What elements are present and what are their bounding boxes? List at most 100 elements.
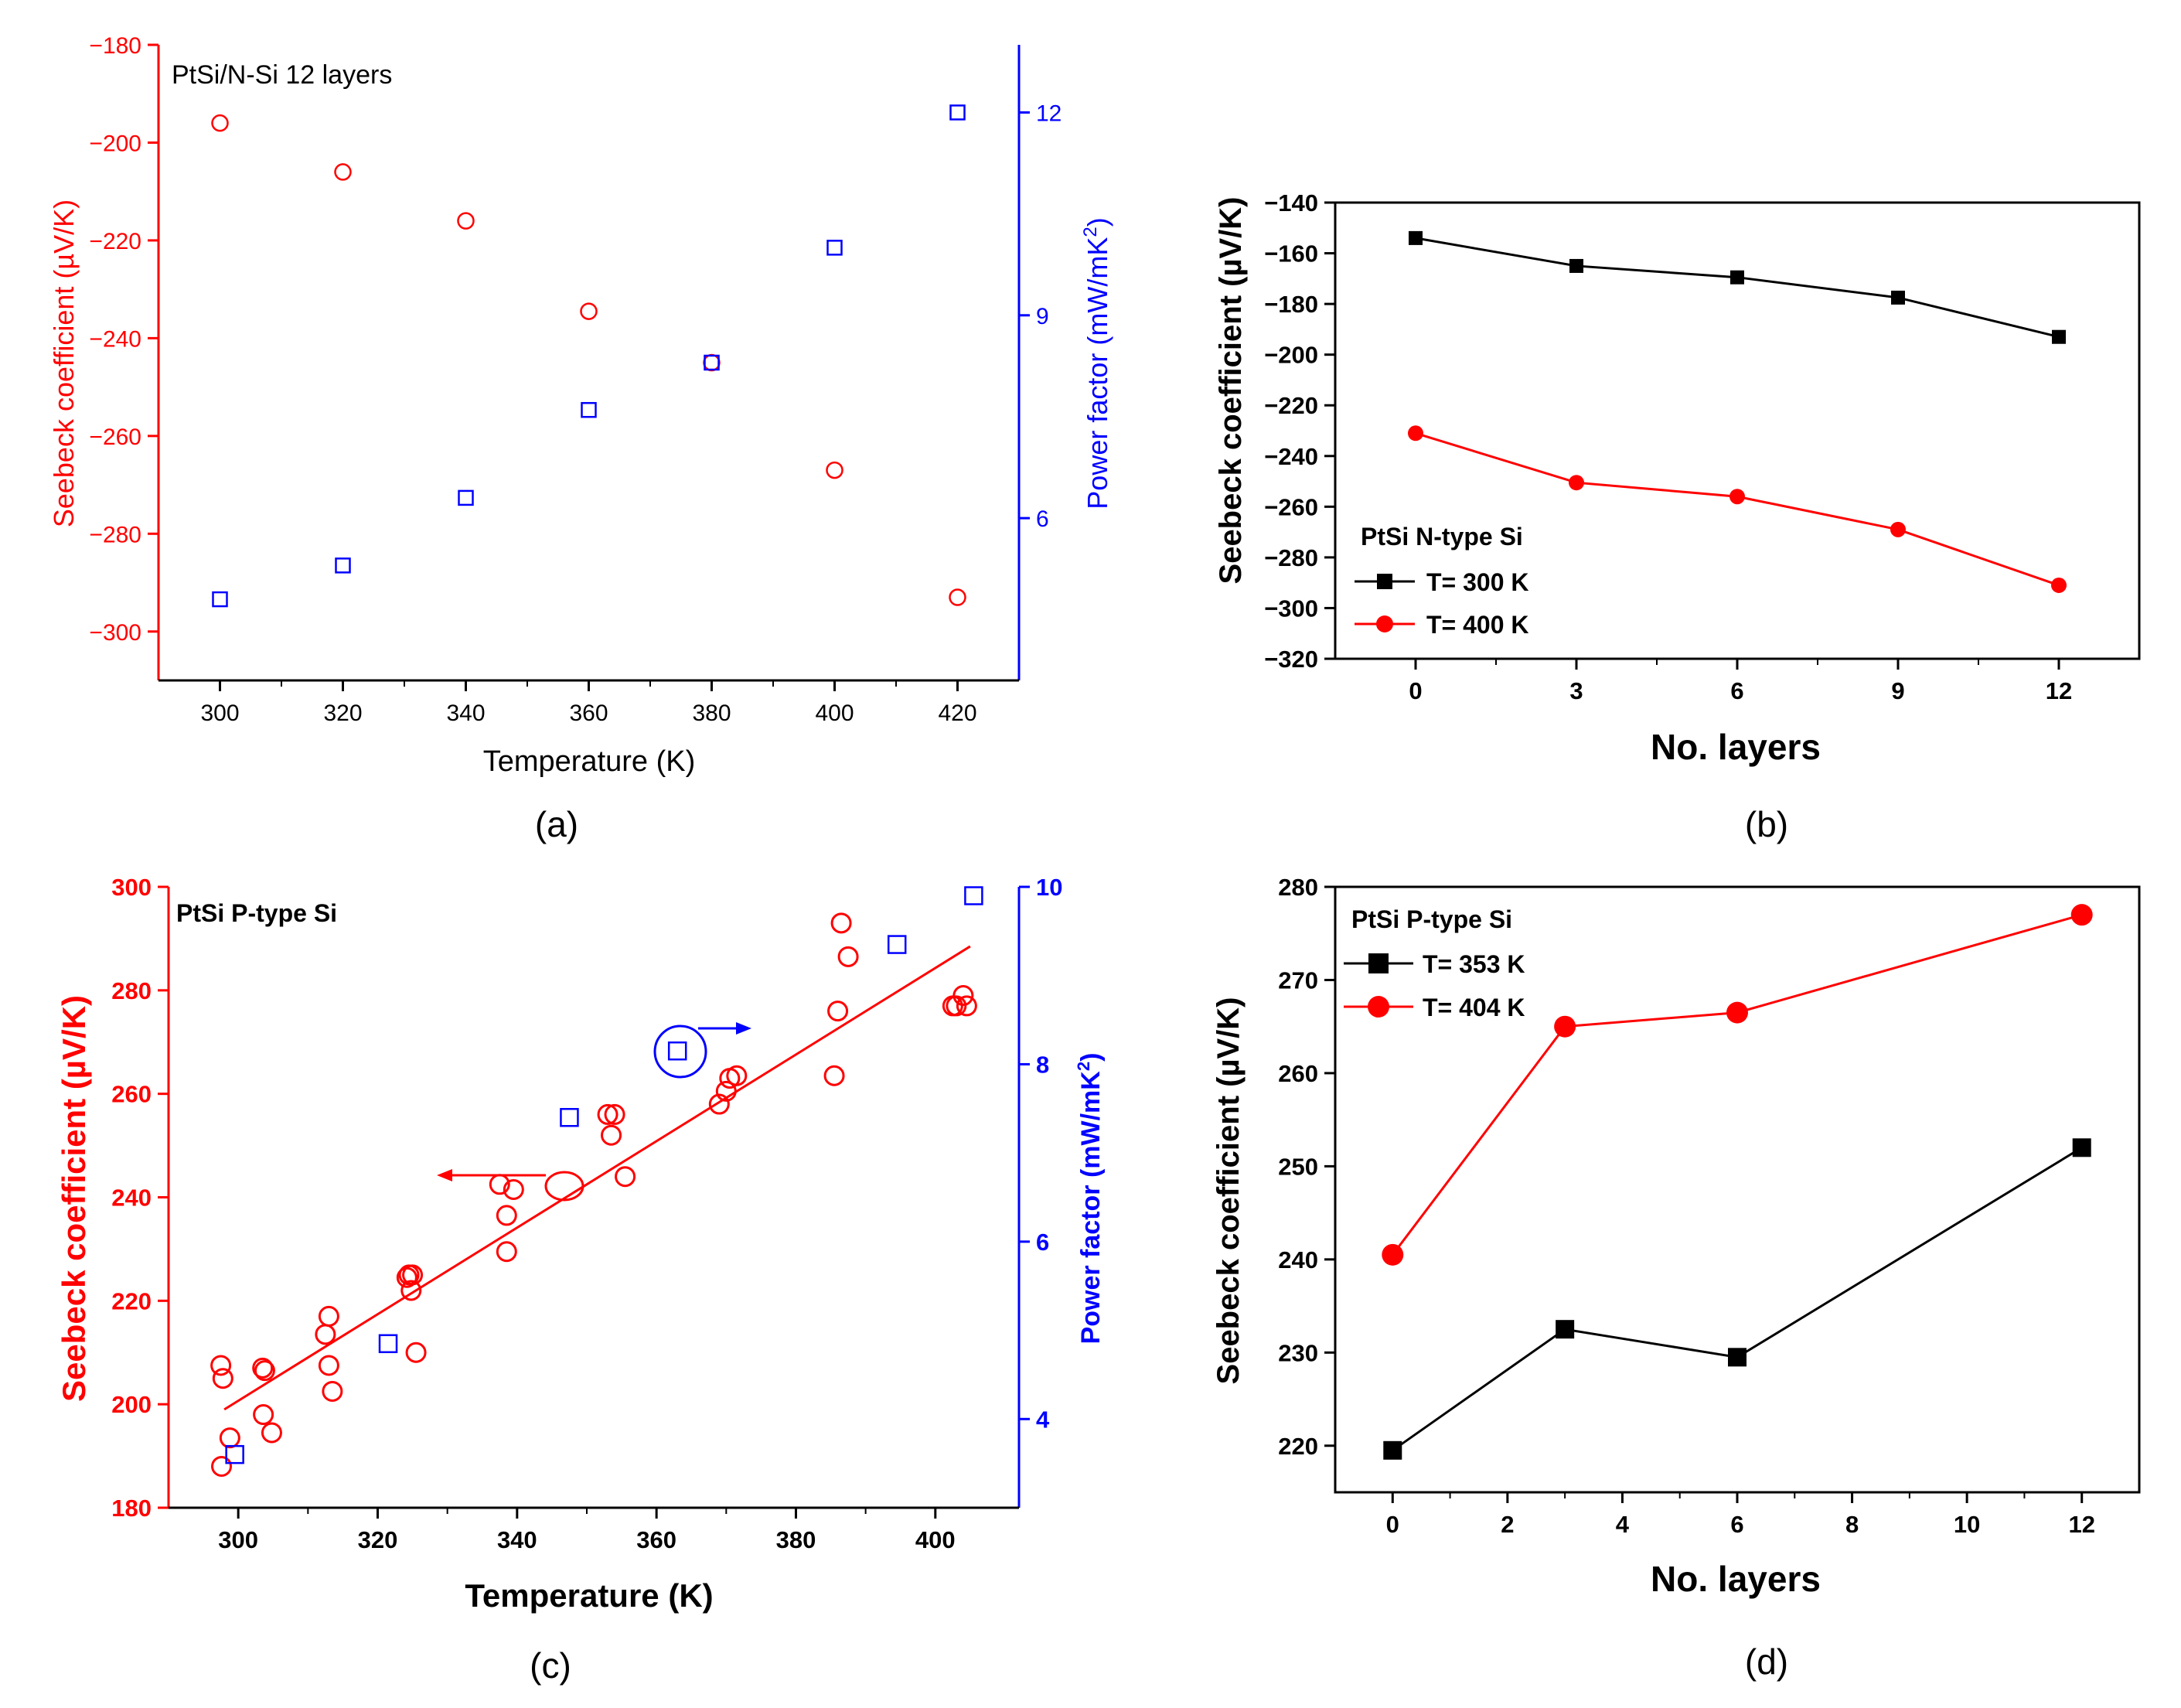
chart-a-y-tick-label-4: −260 [89, 424, 141, 450]
chart-b-series-1-point-2 [1729, 489, 1745, 505]
chart-a-powerfactor-point-2 [458, 489, 474, 506]
chart-b-legend: PtSi N-type Si T= 300 K T= 400 K [1355, 523, 1529, 639]
chart-c-y2-ticks: 4 6 8 10 [1019, 874, 1062, 1433]
chart-c-y2label-sup: 2 [1074, 1062, 1093, 1071]
chart-a-xlabel: Temperature (K) [483, 745, 696, 778]
chart-c-annotation: PtSi P-type Si [176, 899, 337, 927]
chart-d-series-0-point-1 [1556, 1320, 1575, 1339]
chart-b-y-tick-label-9: −320 [1264, 646, 1318, 673]
chart-d: 0 2 4 6 8 10 12 220 230 240 250 260 270 280 PtSi P-t… [1211, 874, 2141, 1682]
chart-c-seebeck-point-6 [253, 1404, 274, 1426]
chart-c-seebeck-point-5 [254, 1360, 275, 1382]
chart-d-series-0-line [1392, 1147, 2083, 1452]
chart-c-y-tick-label-0: 180 [111, 1495, 152, 1522]
chart-b-y-tick-label-8: −300 [1264, 595, 1318, 622]
chart-d-legend-label-0: T= 353 K [1423, 950, 1525, 978]
chart-d-y-tick-label-4: 260 [1278, 1060, 1318, 1087]
chart-c-y-tick-label-1: 200 [111, 1391, 152, 1418]
chart-c-seebeck-point-15 [400, 1280, 422, 1301]
chart-a-y-tick-label-0: −180 [89, 33, 141, 59]
chart-c-ylabel: Seebeck coefficient (µV/K) [56, 995, 92, 1402]
chart-d-x-tick-label-0: 0 [1386, 1511, 1399, 1538]
chart-b-y-tick-label-6: −260 [1264, 493, 1318, 520]
chart-c: 300 320 340 360 380 400 180 200 220 240 260 280 300… [56, 874, 1106, 1686]
chart-a-y-tick-label-6: −300 [89, 620, 141, 646]
chart-d-legend-label-1: T= 404 K [1423, 994, 1525, 1021]
chart-a-seebeck-point-2 [457, 212, 475, 230]
chart-b-series-1-point-3 [1890, 521, 1906, 537]
chart-a-powerfactor-point-5 [826, 240, 843, 256]
chart-c-seebeck-point-10 [318, 1355, 339, 1376]
chart-d-y-tick-label-2: 240 [1278, 1246, 1318, 1273]
chart-c-powerfactor-point-4 [887, 935, 907, 954]
chart-b-x-tick-label-0: 0 [1409, 677, 1422, 704]
chart-c-seebeck-point-3 [219, 1427, 240, 1449]
chart-d-legend-title: PtSi P-type Si [1351, 905, 1512, 933]
chart-c-y2label-close: ) [1076, 1053, 1106, 1062]
chart-b-series-1-line [1415, 431, 2060, 587]
chart-a-powerfactor-point-3 [581, 401, 597, 418]
chart-d-series-0-point-3 [2072, 1138, 2091, 1157]
chart-b-series-1-point-4 [2051, 577, 2067, 593]
chart-c-y-ticks: 180 200 220 240 260 280 300 [111, 874, 169, 1522]
chart-a-y2-ticks: 6 9 12 [1019, 101, 1062, 532]
chart-b-series-0-point-0 [1409, 230, 1423, 245]
chart-b-series-1-point-1 [1569, 475, 1584, 491]
chart-c-x-tick-label-4: 380 [776, 1526, 816, 1553]
chart-c-seebeck-point-21 [597, 1103, 619, 1125]
chart-c-seebeck-point-32 [837, 946, 859, 967]
chart-c-seebeck-point-18 [496, 1205, 517, 1226]
chart-a-y-tick-label-2: −220 [89, 229, 141, 254]
chart-a-x-tick-label-3: 360 [569, 701, 608, 726]
chart-b-series-0-point-4 [2052, 329, 2066, 344]
chart-c-seebeck-point-8 [315, 1324, 336, 1345]
chart-d-series-1-point-1 [1554, 1015, 1576, 1038]
chart-a-seebeck-point-6 [949, 588, 966, 606]
chart-c-y2-tick-label-2: 8 [1036, 1051, 1049, 1078]
chart-c-seebeck-point-31 [830, 912, 852, 934]
chart-b-series-0-point-2 [1730, 270, 1744, 285]
chart-b-y-tick-label-4: −220 [1264, 392, 1318, 419]
chart-c-seebeck-point-35 [952, 985, 974, 1007]
chart-c-seebeck-point-26 [715, 1080, 737, 1102]
chart-b-y-tick-label-5: −240 [1264, 443, 1318, 470]
chart-d-y-tick-label-0: 220 [1278, 1433, 1318, 1460]
chart-c-seebeck-point-7 [261, 1422, 282, 1444]
chart-c-y-tick-label-4: 260 [111, 1081, 152, 1108]
chart-b-y-tick-label-1: −160 [1264, 240, 1318, 268]
chart-a-x-tick-label-2: 340 [446, 701, 485, 726]
chart-a-y2-tick-label-1: 9 [1036, 304, 1049, 329]
chart-d-series-1-point-2 [1726, 1001, 1748, 1024]
chart-d-y-ticks: 220 230 240 250 260 270 280 [1278, 874, 1335, 1460]
chart-a-x-tick-label-6: 420 [938, 701, 976, 726]
chart-c-marks [210, 886, 983, 1477]
chart-b-series-0-line [1415, 237, 2060, 339]
chart-c-seebeck-point-20 [503, 1178, 524, 1200]
chart-c-x-tick-label-5: 400 [915, 1526, 956, 1553]
chart-d-legend-marker-0 [1368, 953, 1389, 973]
chart-c-seebeck-point-1 [212, 1368, 233, 1389]
chart-a-panel-label: (a) [535, 804, 578, 844]
chart-a-seebeck-point-0 [211, 114, 229, 132]
chart-c-y2label: Power factor (mW/mK2) [1074, 1053, 1106, 1345]
chart-c-seebeck-point-22 [604, 1103, 625, 1125]
chart-d-ylabel: Seebeck coefficient (µV/K) [1211, 997, 1246, 1385]
chart-a-marks [211, 104, 966, 608]
chart-d-series-1-line [1392, 913, 2083, 1256]
chart-c-powerfactor-point-0 [225, 1444, 244, 1464]
chart-b-series-0-point-1 [1569, 258, 1583, 273]
chart-d-xlabel: No. layers [1651, 1559, 1821, 1599]
chart-c-powerfactor-point-2 [560, 1108, 579, 1127]
chart-a-y2label-main: Power factor (mW/mK [1082, 237, 1113, 510]
chart-c-x-tick-label-1: 320 [358, 1526, 398, 1553]
chart-c-seebeck-point-19 [496, 1241, 517, 1263]
chart-a-frame [157, 45, 1021, 682]
chart-c-y2-tick-label-0: 4 [1036, 1406, 1050, 1433]
chart-c-fit-line [223, 945, 971, 1411]
chart-a-annotation: PtSi/N-Si 12 layers [172, 60, 392, 90]
chart-a-y2label: Power factor (mW/mK2) [1080, 217, 1113, 509]
chart-b-legend-label-1: T= 400 K [1426, 611, 1529, 639]
chart-d-y-tick-label-6: 280 [1278, 874, 1318, 901]
chart-c-seebeck-point-36 [956, 995, 977, 1017]
